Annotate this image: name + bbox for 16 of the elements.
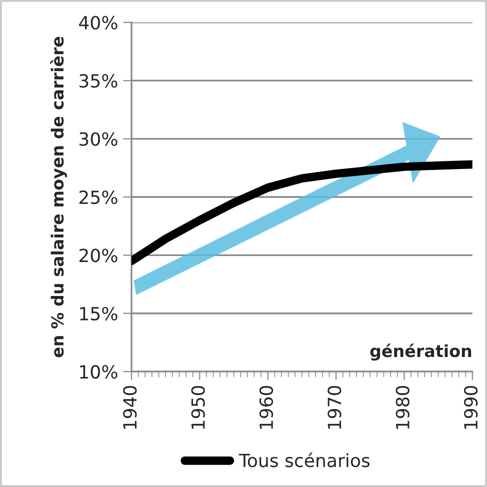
x-tick-label: 1980 [396, 386, 410, 429]
x-tick-label: 1950 [191, 386, 205, 429]
legend-label: Tous scénarios [238, 452, 370, 468]
y-axis-title: en % du salaire moyen de carrière [50, 36, 68, 358]
y-tick-label: 40% [79, 16, 118, 30]
y-tick-label: 30% [80, 132, 118, 146]
x-tick-label: 1960 [259, 386, 274, 429]
y-tick-label: 25% [79, 190, 118, 204]
y-tick-label: 35% [80, 74, 118, 88]
x-axis-title: génération [370, 344, 472, 361]
y-tick-label: 20% [79, 248, 118, 262]
x-tick-label: 1970 [328, 386, 342, 429]
y-tick-label: 15% [80, 306, 118, 320]
y-tick-label: 10% [80, 365, 118, 379]
x-tick-label: 1990 [464, 386, 478, 429]
x-tick-label: 1940 [123, 386, 137, 429]
